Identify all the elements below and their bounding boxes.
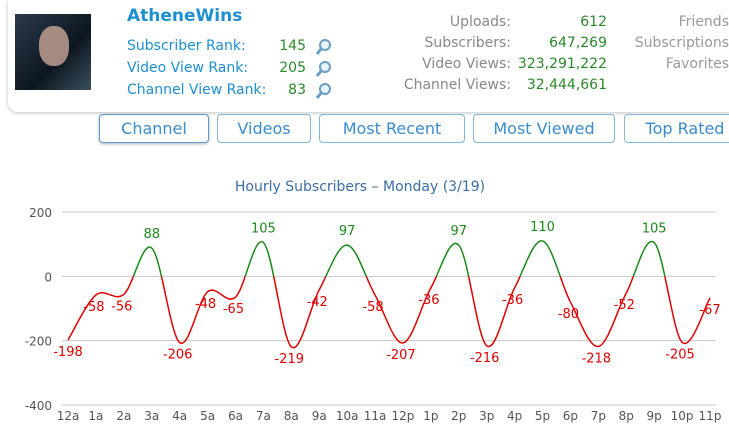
x-tick-label: 12p (392, 409, 415, 423)
x-tick-label: 5p (535, 409, 550, 423)
stat-value: 323,291,222 (517, 56, 607, 72)
data-label: -65 (223, 302, 244, 317)
data-label: -42 (307, 295, 328, 310)
tab[interactable]: Most Recent (319, 114, 465, 143)
profile-card (8, 0, 729, 112)
y-tick-label: 0 (44, 270, 52, 284)
data-label: -206 (163, 348, 193, 363)
channel-name[interactable]: AtheneWins (127, 6, 243, 26)
x-tick-label: 4a (172, 409, 187, 423)
x-tick-label: 10p (671, 409, 694, 423)
rank-label: Subscriber Rank: (127, 38, 246, 54)
y-tick-label: -400 (25, 399, 52, 413)
rank-value: 205 (279, 60, 306, 76)
data-label: -48 (195, 297, 216, 312)
tab[interactable]: Channel (99, 114, 209, 143)
data-label: 105 (642, 222, 667, 237)
search-icon[interactable] (315, 61, 332, 77)
data-label: -219 (275, 352, 305, 367)
data-label: -36 (502, 293, 523, 308)
data-label: -216 (470, 351, 500, 366)
data-label: -67 (699, 303, 720, 318)
search-icon[interactable] (315, 83, 332, 99)
data-label: 88 (143, 227, 160, 242)
x-tick-label: 3p (479, 409, 494, 423)
tab[interactable]: Most Viewed (473, 114, 615, 143)
link-label[interactable]: Subscriptions (634, 35, 729, 51)
data-label: -198 (53, 345, 83, 360)
x-tick-label: 11p (699, 409, 722, 423)
x-tick-label: 1a (88, 409, 103, 423)
x-tick-label: 9a (312, 409, 327, 423)
x-tick-label: 2a (116, 409, 131, 423)
stat-label: Uploads: (449, 14, 511, 30)
x-tick-label: 8p (619, 409, 634, 423)
chart-title: Hourly Subscribers – Monday (3/19) (235, 179, 485, 195)
x-tick-label: 7p (591, 409, 606, 423)
data-label: 110 (530, 220, 555, 235)
stat-label: Channel Views: (403, 77, 511, 93)
data-label: -58 (362, 300, 383, 315)
data-label: -58 (83, 300, 104, 315)
rank-label: Channel View Rank: (127, 82, 267, 98)
x-tick-label: 10a (336, 409, 359, 423)
data-label: 97 (451, 224, 468, 239)
x-tick-label: 9p (647, 409, 662, 423)
tab[interactable]: Videos (217, 114, 311, 143)
data-label: -205 (665, 347, 695, 362)
x-tick-label: 8a (284, 409, 299, 423)
stat-value: 612 (580, 14, 607, 30)
avatar (15, 14, 91, 90)
link-label[interactable]: Friends (678, 14, 729, 30)
rank-label: Video View Rank: (127, 60, 249, 76)
data-label: 97 (339, 224, 356, 239)
x-tick-label: 2p (451, 409, 466, 423)
link-label[interactable]: Favorites (665, 56, 729, 72)
x-tick-label: 6p (563, 409, 578, 423)
tab[interactable]: Top Rated (624, 114, 729, 143)
y-tick-label: 200 (29, 206, 52, 220)
data-label: -52 (614, 298, 635, 313)
rank-value: 145 (279, 38, 306, 54)
x-tick-label: 3a (144, 409, 159, 423)
data-label: -36 (418, 293, 439, 308)
x-tick-label: 5a (200, 409, 215, 423)
data-label: -80 (558, 307, 579, 322)
x-tick-label: 1p (423, 409, 438, 423)
x-tick-label: 4p (507, 409, 522, 423)
data-label: -218 (582, 351, 612, 366)
stat-label: Video Views: (422, 56, 511, 72)
line-above (132, 240, 666, 277)
y-tick-label: -200 (25, 335, 52, 349)
data-label: -56 (111, 299, 132, 314)
rank-value: 83 (288, 82, 306, 98)
stat-value: 32,444,661 (526, 77, 607, 93)
data-label: -207 (386, 348, 416, 363)
x-tick-label: 12a (57, 409, 80, 423)
stat-label: Subscribers: (424, 35, 511, 51)
x-tick-label: 11a (364, 409, 387, 423)
x-tick-label: 7a (256, 409, 271, 423)
data-label: 105 (251, 222, 276, 237)
x-tick-label: 6a (228, 409, 243, 423)
stat-value: 647,269 (549, 35, 607, 51)
line-below (67, 276, 711, 349)
search-icon[interactable] (315, 39, 332, 55)
